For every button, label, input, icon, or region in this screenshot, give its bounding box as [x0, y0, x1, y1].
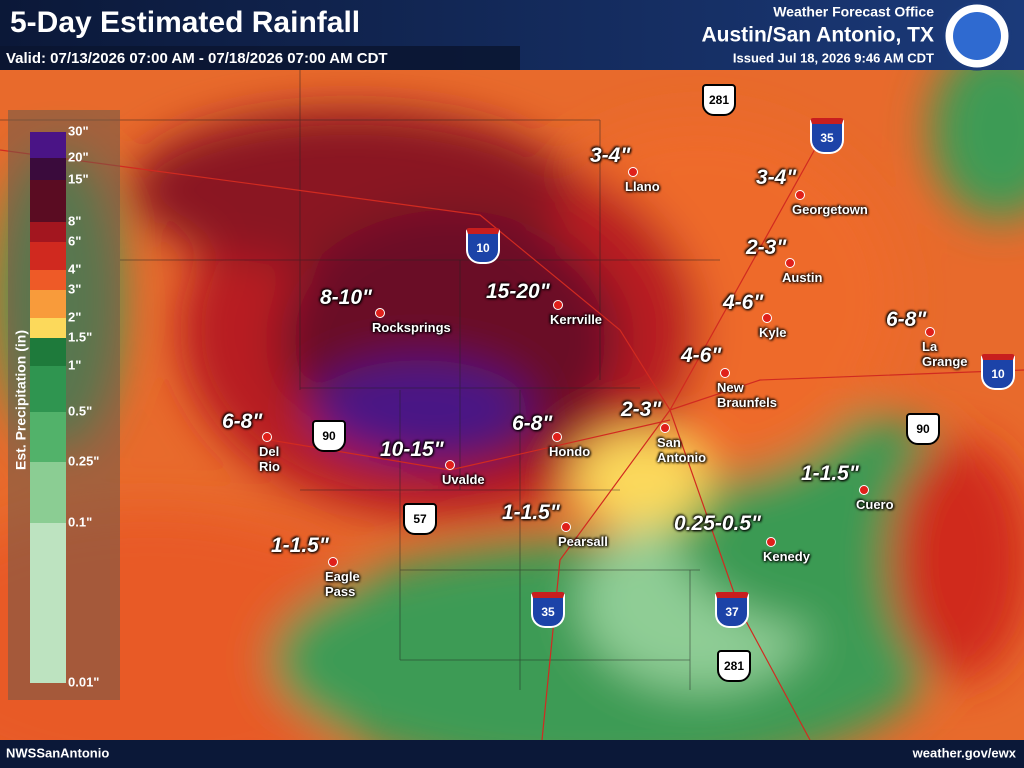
city-name: Cuero [856, 497, 894, 512]
legend-label: 0.5" [68, 403, 92, 418]
rain-amount: 3-4" [756, 166, 797, 189]
city-name: Eagle Pass [325, 569, 360, 599]
city-name: Uvalde [442, 472, 485, 487]
city-dot [766, 537, 776, 547]
city-dot [660, 423, 670, 433]
nws-logo-inner [953, 12, 1001, 60]
valid-time: Valid: 07/13/2026 07:00 AM - 07/18/2026 … [6, 50, 388, 67]
highway-shield: 281 [717, 650, 751, 682]
legend-swatch [30, 222, 66, 242]
city-name: San Antonio [657, 435, 707, 465]
highway-shield: 37 [715, 592, 749, 628]
city-dot [762, 313, 772, 323]
issued: Issued Jul 18, 2026 9:46 AM CDT [733, 50, 934, 65]
legend-label: 0.25" [68, 453, 99, 468]
highway-shield: 35 [531, 592, 565, 628]
city-name: Kenedy [763, 549, 810, 564]
rain-amount: 1-1.5" [271, 534, 329, 557]
footer-bar [0, 740, 1024, 768]
city-dot [628, 167, 638, 177]
legend-label: 1" [68, 357, 81, 372]
rain-amount: 0.25-0.5" [674, 512, 762, 535]
city-name: Kyle [759, 325, 787, 340]
legend-label: 8" [68, 213, 81, 228]
legend-label: 30" [68, 123, 89, 138]
rain-amount: 4-6" [681, 344, 722, 367]
legend-swatch [30, 338, 66, 366]
rain-amount: 6-8" [222, 410, 263, 433]
city-dot [795, 190, 805, 200]
city-dot [785, 258, 795, 268]
highway-shield: 281 [702, 84, 736, 116]
office: Weather Forecast Office [773, 4, 934, 20]
city-dot [561, 522, 571, 532]
legend-swatch [30, 132, 66, 158]
city-name: Georgetown [792, 202, 868, 217]
legend-label: 6" [68, 233, 81, 248]
location: Austin/San Antonio, TX [701, 24, 934, 47]
city-dot [445, 460, 455, 470]
legend-label: 15" [68, 171, 89, 186]
city-name: Hondo [549, 444, 591, 459]
rain-amount: 15-20" [486, 280, 550, 303]
highway-shield: 90 [906, 413, 940, 445]
legend-swatch [30, 242, 66, 270]
city-name: Pearsall [558, 534, 608, 549]
city-dot [859, 485, 869, 495]
city-dot [552, 432, 562, 442]
city-name: Austin [782, 270, 823, 285]
valid-bar [0, 46, 520, 70]
legend-swatch [30, 462, 66, 523]
legend-swatch [30, 412, 66, 462]
city-name: Llano [625, 179, 660, 194]
footer-right: weather.gov/ewx [912, 745, 1017, 760]
legend-label: 4" [68, 261, 81, 276]
title: 5-Day Estimated Rainfall [10, 6, 360, 39]
highway-shield: 57 [403, 503, 437, 535]
highway-shield: 90 [312, 420, 346, 452]
rain-amount: 2-3" [621, 398, 662, 421]
city-dot [720, 368, 730, 378]
legend-label: 20" [68, 149, 89, 164]
legend-swatch [30, 180, 66, 222]
city-dot [375, 308, 385, 318]
city-dot [553, 300, 563, 310]
city-dot [925, 327, 935, 337]
rain-amount: 4-6" [723, 291, 764, 314]
rain-amount: 3-4" [590, 144, 631, 167]
rain-amount: 8-10" [320, 286, 372, 309]
footer-left: NWSSanAntonio [6, 745, 109, 760]
legend-title: Est. Precipitation (in) [13, 330, 29, 470]
highway-shield: 10 [466, 228, 500, 264]
legend-swatch [30, 270, 66, 290]
rain-amount: 6-8" [512, 412, 553, 435]
legend-swatch [30, 366, 66, 412]
rain-amount: 1-1.5" [801, 462, 859, 485]
rain-amount: 1-1.5" [502, 501, 560, 524]
county-lines [0, 70, 720, 690]
legend-label: 1.5" [68, 329, 92, 344]
city-name: New Braunfels [717, 380, 777, 410]
city-name: Kerrville [550, 312, 603, 327]
legend-swatch [30, 318, 66, 338]
rain-amount: 6-8" [886, 308, 927, 331]
city-dot [262, 432, 272, 442]
highway-shield: 35 [810, 118, 844, 154]
legend-swatch [30, 523, 66, 683]
city-dot [328, 557, 338, 567]
rain-amount: 2-3" [746, 236, 787, 259]
city-name: Del Rio [259, 444, 280, 474]
highway-shield: 10 [981, 354, 1015, 390]
legend-label: 2" [68, 309, 81, 324]
legend-swatch [30, 158, 66, 180]
rain-amount: 10-15" [380, 438, 444, 461]
legend-label: 0.1" [68, 514, 92, 529]
city-name: La Grange [922, 339, 968, 369]
legend-label: 3" [68, 281, 81, 296]
city-name: Rocksprings [372, 320, 451, 335]
legend-swatch [30, 290, 66, 318]
legend-label: 0.01" [68, 674, 99, 689]
